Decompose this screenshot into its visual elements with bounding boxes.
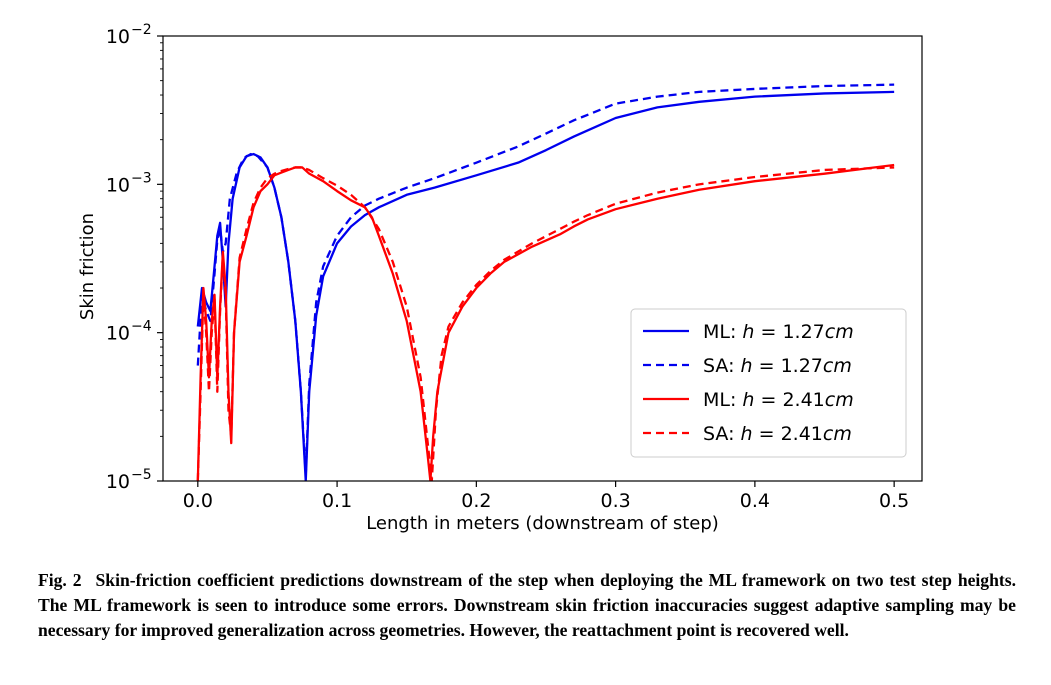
series-layer [196,83,895,481]
y-tick-exponent-1: −4 [131,319,152,335]
legend-label-3: ML: h = 2.41cm [703,389,854,411]
legend-label-2: SA: h = 1.27cm [703,355,852,377]
x-tick-label-1: 0.1 [322,490,352,512]
x-tick-label-3: 0.3 [601,490,631,512]
figure-caption: Fig. 2 Skin-friction coefficient predicti… [38,568,1016,643]
y-tick-base-0: 10 [106,471,130,493]
y-tick-label-0: 10 −5 [106,467,152,493]
x-tick-label-2: 0.2 [461,490,491,512]
legend-label-1: ML: h = 1.27cm [703,321,854,343]
legend-box [630,308,907,458]
caption-text: Skin-friction coefficient predictions do… [38,570,1016,640]
legend: ML: h = 1.27cm SA: h = 1.27cm ML: h = 2.41… [630,308,907,458]
y-tick-exponent-0: −5 [131,467,152,483]
legend-label-4: SA: h = 2.41cm [703,423,852,445]
tick-layer: 0.0 0.1 0.2 0.3 0.4 0.510−510−410−310−2 [106,22,909,512]
series-line-2 [196,83,895,477]
y-tick-exponent-2: −3 [131,170,152,186]
caption-label: Fig. 2 [38,570,82,590]
skin-friction-chart: 0.0 0.1 0.2 0.3 0.4 0.510−510−410−310−2 Lengt… [77,22,923,534]
x-tick-label-4: 0.4 [740,490,770,512]
y-tick-base-2: 10 [106,174,130,196]
x-tick-label-5: 0.5 [879,490,909,512]
x-tick-label-0: 0.0 [183,490,213,512]
y-tick-label-1: 10 −4 [106,319,152,345]
series-line-4 [196,166,895,481]
y-tick-label-2: 10 −3 [106,170,152,196]
x-axis-title: Length in meters (downstream of step) [366,513,719,534]
y-tick-label-3: 10 −2 [106,22,152,48]
y-axis-title: Skin friction [77,213,98,320]
y-tick-exponent-3: −2 [131,22,152,38]
y-tick-base-3: 10 [106,26,130,48]
y-tick-base-1: 10 [106,323,130,345]
plot-frame [162,35,923,482]
